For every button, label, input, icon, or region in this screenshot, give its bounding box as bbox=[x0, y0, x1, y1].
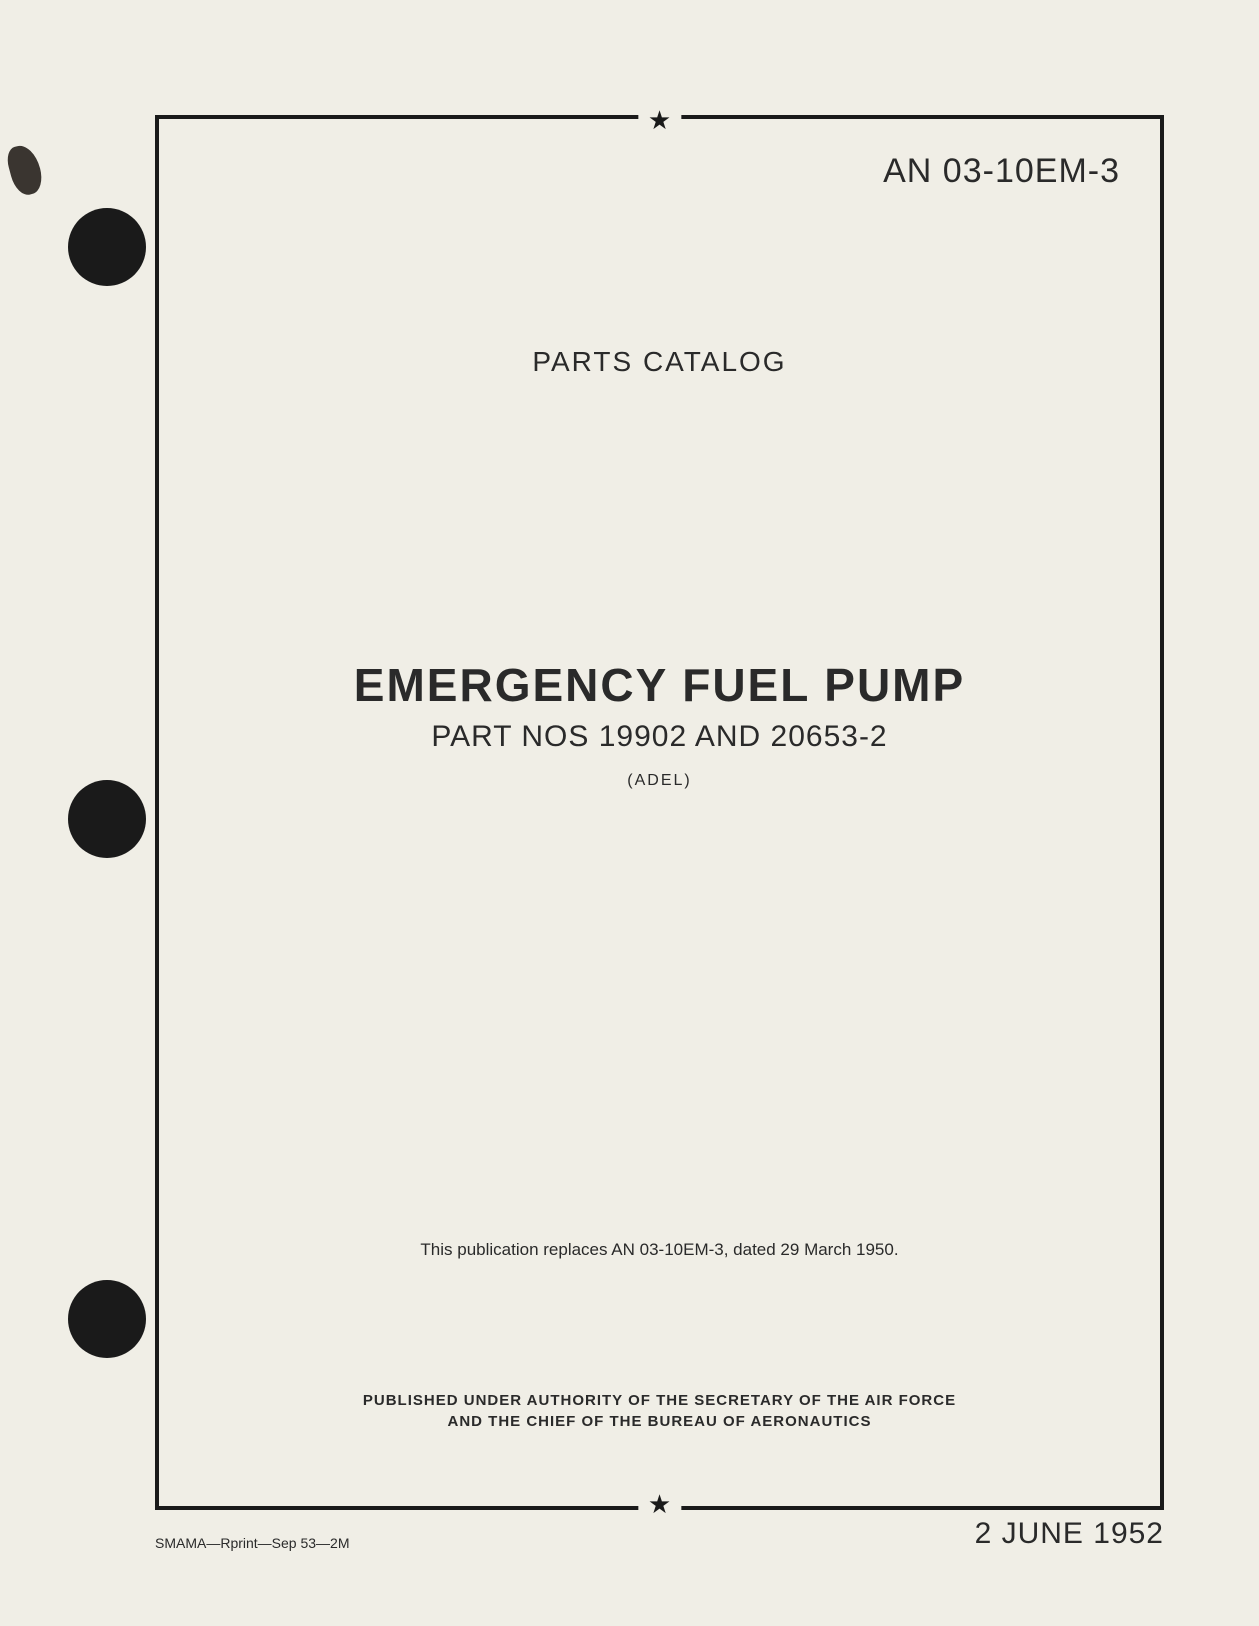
star-ornament-top: ★ bbox=[638, 105, 681, 136]
punch-hole bbox=[68, 1280, 146, 1358]
document-frame: ★ AN 03-10EM-3 PARTS CATALOG EMERGENCY F… bbox=[155, 115, 1164, 1510]
publishing-authority: PUBLISHED UNDER AUTHORITY OF THE SECRETA… bbox=[199, 1390, 1120, 1432]
supersedes-notice: This publication replaces AN 03-10EM-3, … bbox=[199, 1240, 1120, 1260]
punch-hole bbox=[68, 208, 146, 286]
star-ornament-bottom: ★ bbox=[638, 1489, 681, 1520]
punch-hole bbox=[68, 780, 146, 858]
publication-date: 2 JUNE 1952 bbox=[975, 1517, 1164, 1551]
manufacturer-name: (ADEL) bbox=[199, 772, 1120, 790]
document-title: EMERGENCY FUEL PUMP bbox=[199, 658, 1120, 712]
scan-defect bbox=[4, 142, 46, 198]
authority-line-1: PUBLISHED UNDER AUTHORITY OF THE SECRETA… bbox=[363, 1392, 956, 1409]
page-footer: SMAMA—Rprint—Sep 53—2M 2 JUNE 1952 bbox=[155, 1517, 1164, 1551]
reprint-info: SMAMA—Rprint—Sep 53—2M bbox=[155, 1535, 350, 1551]
document-page: ★ AN 03-10EM-3 PARTS CATALOG EMERGENCY F… bbox=[0, 0, 1259, 1626]
document-number: AN 03-10EM-3 bbox=[199, 152, 1120, 191]
part-numbers: PART NOS 19902 AND 20653-2 bbox=[199, 720, 1120, 754]
catalog-type-heading: PARTS CATALOG bbox=[199, 346, 1120, 378]
authority-line-2: AND THE CHIEF OF THE BUREAU OF AERONAUTI… bbox=[448, 1413, 872, 1430]
